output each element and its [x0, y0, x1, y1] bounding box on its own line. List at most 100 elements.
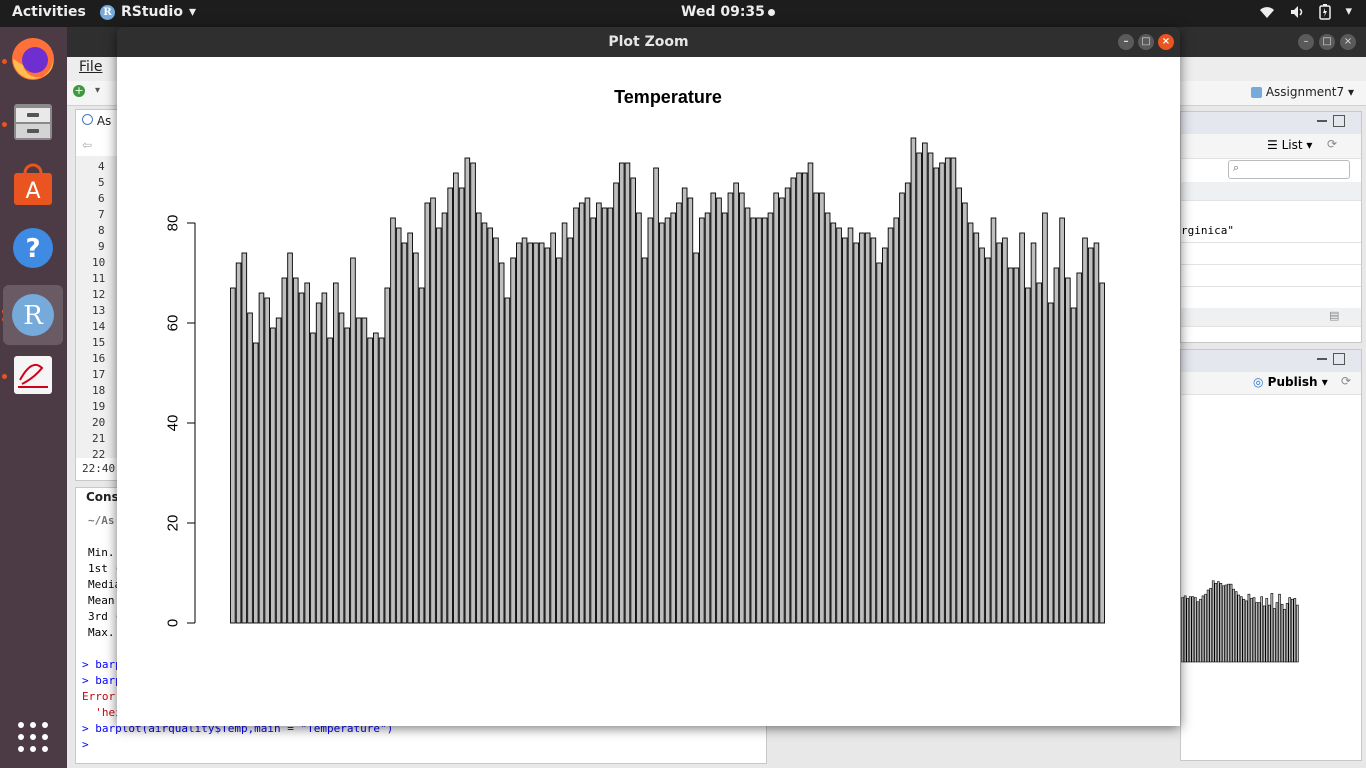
maximize-pane-icon[interactable]	[1333, 115, 1345, 127]
minimize-pane-icon[interactable]	[1317, 116, 1327, 122]
table-icon[interactable]: ▤	[1329, 309, 1340, 322]
bar	[418, 287, 425, 624]
dock-software[interactable]: A	[8, 160, 58, 210]
cursor-position: 22:40	[82, 462, 116, 475]
editor-tab[interactable]: As	[82, 114, 111, 128]
minimize-icon[interactable]: –	[1118, 34, 1134, 50]
thumbnail-bar	[1222, 585, 1225, 663]
temperature-barplot: Temperature 0 20 40 60 80	[165, 87, 1105, 627]
bar	[944, 157, 951, 624]
plot-zoom-titlebar[interactable]: Plot Zoom – □ ×	[117, 27, 1180, 57]
maximize-icon[interactable]: □	[1319, 34, 1335, 50]
bar	[230, 287, 236, 624]
bar	[424, 202, 431, 624]
bar	[1082, 237, 1088, 624]
bar	[367, 337, 373, 624]
bar	[247, 312, 253, 624]
thumbnail-bar	[1290, 598, 1294, 663]
project-icon	[1251, 87, 1263, 98]
line-number: 10	[92, 256, 106, 269]
env-row[interactable]: rginica"	[1181, 220, 1361, 243]
thumbnail-bar	[1211, 580, 1215, 663]
minimize-icon[interactable]: –	[1298, 34, 1314, 50]
close-icon[interactable]: ×	[1340, 34, 1356, 50]
bar	[533, 242, 539, 624]
thumbnail-bar	[1278, 593, 1281, 663]
env-search-row: ⌕	[1181, 158, 1361, 183]
bar	[1007, 267, 1014, 624]
dock-document-viewer[interactable]	[8, 350, 58, 400]
line-number: 9	[98, 240, 105, 253]
bar	[899, 192, 905, 624]
app-menu-label: RStudio	[121, 4, 183, 20]
bar	[1087, 247, 1094, 624]
list-view-menu[interactable]: ☰ List ▾	[1267, 138, 1313, 152]
thumbnail-bar	[1206, 589, 1210, 663]
thumbnail-bar	[1245, 600, 1248, 663]
bar	[401, 242, 408, 624]
thumbnail-bar	[1239, 596, 1243, 663]
thumbnail-bar	[1234, 591, 1238, 663]
bar	[744, 207, 751, 624]
thumbnail-bar	[1183, 595, 1187, 663]
chevron-down-icon[interactable]: ▾	[95, 85, 101, 96]
wifi-icon	[1260, 7, 1275, 18]
bar	[578, 202, 585, 624]
app-menu[interactable]: R RStudio ▾	[100, 4, 196, 20]
publish-button[interactable]: ◎ Publish ▾	[1253, 375, 1328, 389]
thumbnail-bar	[1262, 605, 1266, 663]
dock-show-apps[interactable]	[8, 712, 58, 762]
y-tick-label: 0	[165, 619, 182, 627]
refresh-icon[interactable]: ⟳	[1341, 374, 1352, 388]
dock-rstudio[interactable]: R	[3, 285, 63, 345]
bar	[687, 197, 694, 624]
bar	[779, 197, 785, 624]
bar	[962, 202, 968, 624]
console-tab[interactable]: Conso	[86, 490, 127, 504]
console-line: Media	[88, 578, 122, 591]
console-command: > barp	[82, 674, 122, 687]
dock-firefox[interactable]	[8, 34, 58, 84]
battery-icon	[1319, 4, 1332, 20]
rstudio-mini-icon: R	[100, 4, 115, 20]
bar	[847, 227, 854, 624]
activities-button[interactable]: Activities	[12, 4, 86, 20]
line-number: 18	[92, 384, 106, 397]
bar	[264, 297, 270, 624]
dock-files[interactable]	[8, 97, 58, 147]
app-grid-icon	[18, 722, 48, 752]
env-search-input[interactable]: ⌕	[1228, 160, 1350, 179]
env-row	[1181, 182, 1361, 201]
env-row[interactable]	[1181, 242, 1361, 265]
refresh-icon[interactable]: ⟳	[1327, 137, 1338, 151]
bar	[933, 167, 940, 624]
menu-file[interactable]: File	[79, 59, 103, 75]
bar	[1042, 212, 1048, 624]
bar	[990, 217, 997, 624]
thumbnail-bar	[1288, 597, 1292, 663]
dock-help[interactable]: ?	[8, 223, 58, 273]
env-row[interactable]	[1181, 264, 1361, 287]
list-view-label: List	[1281, 138, 1303, 152]
plots-toolbar: ◎ Publish ▾ ⟳	[1181, 372, 1361, 395]
new-file-icon[interactable]: +	[73, 84, 85, 97]
y-tick-label: 40	[165, 415, 182, 432]
bar	[1099, 282, 1105, 624]
bar	[699, 217, 705, 624]
minimize-pane-icon[interactable]	[1317, 354, 1327, 360]
project-menu[interactable]: Assignment7 ▾	[1251, 85, 1354, 99]
bar	[373, 332, 379, 624]
clock[interactable]: Wed 09:35	[681, 4, 775, 20]
system-tray[interactable]: ▾	[1259, 4, 1352, 20]
bar	[967, 222, 974, 624]
env-row[interactable]	[1181, 286, 1361, 309]
bar	[653, 167, 659, 624]
line-number: 8	[98, 224, 105, 237]
close-icon[interactable]: ×	[1158, 34, 1174, 50]
maximize-pane-icon[interactable]	[1333, 353, 1345, 365]
files-icon	[14, 104, 52, 140]
maximize-icon[interactable]: □	[1138, 34, 1154, 50]
back-arrow-icon[interactable]: ⇦	[82, 138, 93, 152]
console-prompt[interactable]: >	[82, 738, 89, 751]
bar	[767, 212, 774, 624]
